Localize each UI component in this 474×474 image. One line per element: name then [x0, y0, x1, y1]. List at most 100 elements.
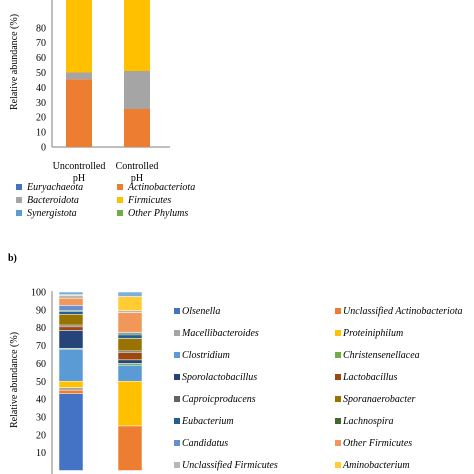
panel-b-y-tick-label: 90	[36, 305, 46, 316]
panel-a-legend-swatch	[16, 184, 22, 190]
panel-b-bar-segment	[58, 393, 84, 471]
panel-b-y-tick-label: 60	[36, 359, 46, 370]
panel-a-legend-swatch	[16, 197, 22, 203]
panel-a-legend-swatch	[117, 210, 123, 216]
panel-b-legend-label: Proteiniphilum	[342, 328, 403, 339]
panel-b-legend-swatch	[335, 330, 341, 336]
panel-b-legend-swatch	[174, 440, 180, 446]
panel-b-legend-swatch	[174, 462, 180, 468]
panel-b-bar-segment	[117, 312, 143, 333]
panel-b-bar-segment	[117, 296, 143, 311]
panel-a-bar-segment	[66, 79, 92, 147]
panel-b-legend-label: Eubacterium	[181, 416, 234, 427]
panel-b-legend-label: Caproicproducens	[182, 394, 256, 405]
panel-b-legend-label: Sporanaerobacter	[343, 394, 416, 405]
panel-a-category-label: Controlled	[116, 161, 159, 172]
panel-b-legend-swatch	[335, 308, 341, 314]
panel-a-category-label: Uncontrolled	[53, 161, 106, 172]
panel-b-legend-swatch	[174, 396, 180, 402]
panel-a-bar-segment	[66, 72, 92, 80]
panel-b-legend-label: Aminobacterium	[342, 460, 410, 471]
panel-b-legend-swatch	[174, 352, 180, 358]
panel-a-y-tick-label: 80	[36, 23, 46, 34]
panel-a-bar-segment	[66, 0, 92, 73]
panel-b-bar-segment	[58, 291, 84, 295]
panel-b-legend-label: Unclassified Actinobacteriota	[343, 306, 463, 317]
panel-b-legend-swatch	[335, 396, 341, 402]
panel-a-legend-label: Other Phylums	[128, 208, 188, 219]
panel-a-y-tick-label: 70	[36, 38, 46, 49]
panel-a-bar-segment	[124, 0, 150, 72]
panel-b-legend-swatch	[174, 330, 180, 336]
panel-b-legend-label: Other Firmicutes	[343, 438, 412, 449]
panel-b-legend-swatch	[335, 374, 341, 380]
panel-a-legend-swatch	[117, 197, 123, 203]
panel-b-y-tick-label: 10	[36, 448, 46, 459]
panel-b-legend-label: Christensenellacea	[343, 350, 420, 361]
panel-a-y-tick-label: 40	[36, 83, 46, 94]
panel-b-bar-segment	[58, 387, 84, 391]
panel-b-legend-swatch	[174, 374, 180, 380]
panel-b-bar-segment	[117, 352, 143, 361]
panel-b-y-tick-label: 30	[36, 412, 46, 423]
panel-b-legend-swatch	[174, 418, 180, 424]
panel-b-bar-segment	[58, 297, 84, 306]
panel-b-legend-label: Macellibacteroides	[181, 328, 259, 339]
panel-a-y-tick-label: 10	[36, 128, 46, 139]
panel-b-bar-segment	[117, 338, 143, 352]
panel-a-y-tick-label: 20	[36, 113, 46, 124]
panel-a-category-label: pH	[73, 173, 85, 184]
panel-b-bar-segment	[117, 332, 143, 336]
panel-a-legend-label: Synergistota	[27, 208, 77, 219]
panel-b-legend-swatch	[335, 440, 341, 446]
panel-b-bar-segment	[117, 310, 143, 313]
panel-b-legend-swatch	[335, 418, 341, 424]
panel-a-legend-swatch	[117, 184, 123, 190]
panel-b-y-axis-label: Relative abundance (%)	[9, 332, 20, 428]
panel-a-legend-swatch	[16, 210, 22, 216]
panel-b-legend-label: Unclassified Firmicutes	[182, 460, 278, 471]
panel-b-bar-segment	[58, 324, 84, 328]
panel-a-y-tick-label: 50	[36, 68, 46, 79]
panel-b-legend-swatch	[174, 308, 180, 314]
panel-b-legend-label: Clostridium	[182, 350, 230, 361]
panel-a-chart: Relative abundance (%) 0 10 20 30 40 50 60 70 80…	[9, 0, 195, 219]
panel-b-y-tick-label: 50	[36, 377, 46, 388]
panel-b-bar-segment	[117, 364, 143, 382]
panel-b-y-tick-label: 80	[36, 323, 46, 334]
panel-b-bar-segment	[117, 425, 143, 471]
panel-b-legend-swatch	[335, 462, 341, 468]
panel-b-bar-segment	[58, 326, 84, 331]
panel-b-bar-segment	[58, 314, 84, 326]
panel-b-y-tick-label: 20	[36, 430, 46, 441]
panel-a-y-tick-label: 60	[36, 53, 46, 64]
panel-b-chart: Relative abundance (%) 10 20 30 40 50 60 70 80 9…	[9, 288, 463, 474]
panel-a-y-tick-label: 0	[41, 143, 46, 154]
panel-b-bar-segment	[117, 359, 143, 364]
panel-a-legend-label: Bacteroidota	[27, 195, 79, 206]
panel-b-legend-swatch	[335, 352, 341, 358]
panel-b-bar-segment	[58, 348, 84, 382]
panel-b-bar-segment	[117, 291, 143, 297]
panel-b-bar-segment	[58, 311, 84, 315]
panel-b-y-tick-label: 40	[36, 395, 46, 406]
panel-a-legend-label: Firmicutes	[127, 195, 171, 206]
panel-b-bar-segment	[117, 350, 143, 353]
panel-b-bar-segment	[117, 363, 143, 366]
panel-b-bar-segment	[58, 305, 84, 311]
panel-a-bar-segment	[124, 109, 150, 147]
panel-b-bar-segment	[58, 295, 84, 299]
panel-b-y-tick-label: 100	[31, 288, 46, 299]
panel-b-bar-segment	[58, 389, 84, 394]
panel-b-bar-segment	[117, 334, 143, 339]
panel-b-legend-label: Lactobacillus	[342, 372, 398, 383]
panel-b-legend-label: Sporolactobacillus	[182, 372, 257, 383]
panel-a-bar-segment	[124, 71, 150, 110]
panel-a-legend-label: Euryachaeota	[26, 182, 83, 193]
panel-b-bar-segment	[58, 330, 84, 349]
panel-b-y-tick-label: 70	[36, 341, 46, 352]
panel-b-label: b)	[8, 253, 17, 264]
panel-a-y-tick-label: 30	[36, 98, 46, 109]
panel-b-legend-label: Olsenella	[182, 306, 220, 317]
